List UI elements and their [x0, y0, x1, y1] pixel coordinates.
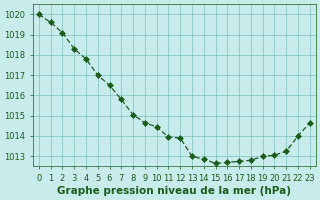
- X-axis label: Graphe pression niveau de la mer (hPa): Graphe pression niveau de la mer (hPa): [57, 186, 291, 196]
